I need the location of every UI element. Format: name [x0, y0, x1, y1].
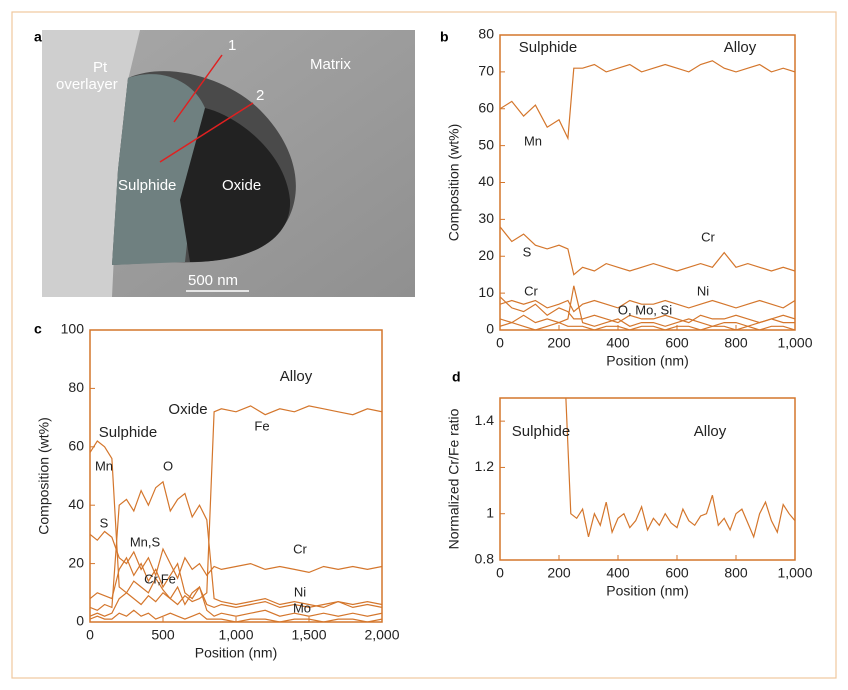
annotation: Ni	[294, 584, 306, 599]
data-line	[90, 609, 382, 622]
annotation: Sulphide	[512, 423, 570, 440]
image-label: Sulphide	[118, 177, 176, 194]
y-tick-label: 60	[478, 99, 494, 115]
data-line	[500, 285, 795, 327]
y-axis-label: Composition (wt%)	[36, 417, 52, 534]
x-tick-label: 1,500	[291, 627, 326, 643]
x-tick-label: 2,000	[364, 627, 399, 643]
y-axis-label: Normalized Cr/Fe ratio	[446, 408, 462, 549]
panel-letter: c	[34, 321, 42, 337]
y-tick-label: 1.4	[475, 412, 495, 428]
annotation: Ni	[697, 283, 709, 298]
y-tick-label: 80	[478, 26, 494, 42]
image-label: 2	[256, 87, 264, 104]
x-axis-label: Position (nm)	[606, 583, 688, 599]
x-tick-label: 0	[86, 627, 94, 643]
x-tick-label: 0	[496, 335, 504, 351]
annotation: Cr	[701, 229, 715, 244]
y-axis-label: Composition (wt%)	[446, 124, 462, 241]
y-tick-label: 40	[68, 496, 84, 512]
annotation: O	[163, 458, 173, 473]
x-tick-label: 200	[547, 565, 571, 581]
plot-frame	[499, 34, 796, 331]
y-tick-label: 0	[486, 321, 494, 337]
x-tick-label: 800	[724, 335, 748, 351]
y-tick-label: 50	[478, 136, 494, 152]
data-line	[90, 530, 382, 580]
y-tick-label: 0	[76, 613, 84, 629]
panel-letter: a	[34, 29, 42, 45]
annotation: Oxide	[168, 401, 207, 418]
y-tick-label: 20	[478, 247, 494, 263]
x-tick-label: 1,000	[218, 627, 253, 643]
x-tick-label: 500	[151, 627, 175, 643]
data-line	[500, 60, 795, 141]
annotation: S	[523, 244, 532, 259]
annotation: Alloy	[280, 368, 313, 385]
x-tick-label: 800	[724, 565, 748, 581]
annotation: Mn,S	[130, 534, 161, 549]
data-line	[565, 398, 795, 539]
panel-letter: d	[452, 369, 461, 385]
data-line	[500, 299, 795, 313]
annotation: Cr	[293, 541, 307, 556]
annotation: Mn	[95, 458, 113, 473]
annotation: Sulphide	[519, 39, 577, 56]
scale-bar-label: 500 nm	[188, 272, 238, 289]
x-tick-label: 600	[665, 335, 689, 351]
annotation: Mn	[524, 133, 542, 148]
annotation: Mo	[293, 600, 311, 615]
y-tick-label: 60	[68, 438, 84, 454]
x-axis-label: Position (nm)	[195, 645, 277, 661]
data-line	[500, 226, 795, 276]
data-line	[500, 321, 795, 330]
image-label: overlayer	[56, 76, 118, 93]
y-tick-label: 70	[478, 63, 494, 79]
figure-border	[11, 11, 837, 679]
data-line	[90, 576, 382, 617]
micrograph: Pt overlayer Matrix 1 2 Sulphide Oxide 5…	[42, 30, 415, 297]
annotation: Alloy	[694, 423, 727, 440]
y-tick-label: 80	[68, 379, 84, 395]
image-label: 1	[228, 37, 236, 54]
x-tick-label: 400	[606, 565, 630, 581]
image-label: Matrix	[310, 56, 351, 73]
annotation: Sulphide	[99, 424, 157, 441]
y-tick-label: 40	[478, 173, 494, 189]
x-tick-label: 1,000	[777, 565, 812, 581]
x-tick-label: 0	[496, 565, 504, 581]
y-tick-label: 1.2	[475, 458, 495, 474]
panel-letter: b	[440, 29, 449, 45]
y-tick-label: 100	[61, 321, 85, 337]
data-line	[90, 556, 382, 609]
annotation: Fe	[254, 418, 269, 433]
y-tick-label: 0.8	[475, 551, 495, 567]
data-line	[90, 480, 382, 611]
y-tick-label: 30	[478, 210, 494, 226]
data-line	[90, 405, 382, 606]
data-line	[500, 296, 795, 324]
annotation: O, Mo, Si	[618, 302, 672, 317]
x-tick-label: 200	[547, 335, 571, 351]
plot-frame	[499, 397, 796, 561]
y-tick-label: 1	[486, 504, 494, 520]
x-tick-label: 1,000	[777, 335, 812, 351]
plot-frame	[89, 329, 383, 623]
x-tick-label: 600	[665, 565, 689, 581]
annotation: S	[100, 515, 109, 530]
y-tick-label: 20	[68, 554, 84, 570]
x-tick-label: 400	[606, 335, 630, 351]
image-label: Pt	[93, 59, 108, 76]
image-label: Oxide	[222, 177, 261, 194]
annotation: Cr,Fe	[144, 571, 176, 586]
annotation: Cr	[524, 283, 538, 298]
x-axis-label: Position (nm)	[606, 353, 688, 369]
y-tick-label: 10	[478, 284, 494, 300]
annotation: Alloy	[724, 39, 757, 56]
